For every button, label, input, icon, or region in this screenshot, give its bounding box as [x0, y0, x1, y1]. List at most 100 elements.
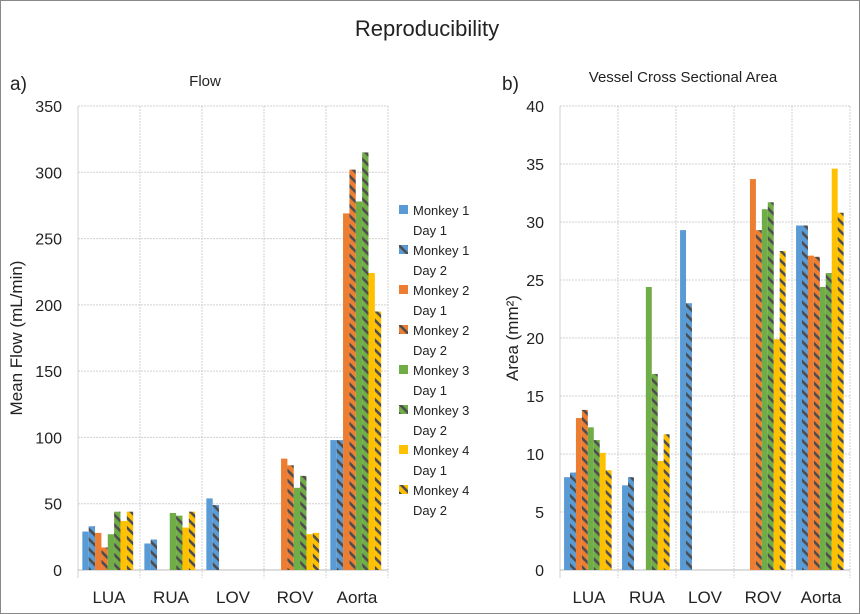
chart-title: Vessel Cross Sectional Area [589, 69, 778, 86]
legend-label-line2: Day 1 [413, 303, 447, 318]
y-tick-label: 350 [35, 99, 62, 116]
figure-title: Reproducibility [355, 16, 499, 41]
bar-monkey-3-day-1-aorta [355, 201, 363, 571]
x-tick-label: LUA [572, 588, 606, 607]
bar-monkey-4-day-2-rua [188, 511, 196, 570]
bar-monkey-2-day-1-rov [749, 179, 756, 570]
legend-label-line2: Day 2 [413, 503, 447, 518]
bar-monkey-4-day-1-aorta [831, 168, 838, 570]
legend-swatch [399, 205, 408, 214]
legend-label-line2: Day 2 [413, 343, 447, 358]
bar-monkey-4-day-2-rov [779, 251, 786, 570]
legend-label-line1: Monkey 3 [413, 363, 469, 378]
legend-label-line2: Day 1 [413, 463, 447, 478]
y-tick-label: 50 [44, 497, 62, 514]
y-tick-label: 30 [526, 215, 544, 232]
x-tick-label: ROV [277, 588, 315, 607]
bar-monkey-1-day-2-lua [88, 526, 96, 570]
y-tick-label: 250 [35, 232, 62, 249]
bar-monkey-1-day-2-aorta [336, 440, 344, 570]
x-tick-label: Aorta [801, 588, 842, 607]
legend-swatch [399, 245, 408, 254]
bar-monkey-4-day-2-rua [663, 434, 670, 570]
bar-monkey-1-day-2-rua [150, 539, 158, 570]
legend-label-line1: Monkey 2 [413, 283, 469, 298]
y-tick-label: 0 [53, 563, 62, 580]
legend-label-line2: Day 1 [413, 223, 447, 238]
bar-monkey-1-day-1-rua [622, 485, 629, 570]
bar-monkey-4-day-1-aorta [368, 273, 375, 570]
legend-label-line1: Monkey 4 [413, 483, 469, 498]
bar-monkey-1-day-1-lua [564, 477, 571, 570]
bar-monkey-3-day-2-rov [300, 475, 307, 570]
legend-label-line1: Monkey 1 [413, 203, 469, 218]
bar-monkey-4-day-2-lua [605, 470, 612, 570]
bar-monkey-2-day-2-aorta [349, 169, 356, 571]
bar-monkey-1-day-2-lua [570, 472, 576, 570]
x-tick-label: LUA [92, 588, 126, 607]
x-tick-label: LOV [688, 588, 723, 607]
y-tick-label: 10 [526, 447, 544, 464]
y-tick-label: 40 [526, 99, 544, 116]
y-tick-label: 5 [535, 505, 544, 522]
legend-label-line2: Day 1 [413, 383, 447, 398]
bar-monkey-4-day-1-rua [657, 460, 664, 570]
bar-monkey-1-day-1-aorta [330, 440, 337, 570]
legend-item: Monkey 4 Day 2 [399, 483, 469, 518]
legend-label-line2: Day 2 [413, 423, 447, 438]
bar-monkey-2-day-2-aorta [813, 256, 820, 570]
bar-monkey-3-day-2-rov [767, 202, 774, 570]
bar-monkey-2-day-2-rov [755, 230, 762, 570]
legend-label-line1: Monkey 1 [413, 243, 469, 258]
bar-monkey-1-day-2-aorta [802, 225, 808, 571]
bar-monkey-2-day-1-rov [281, 458, 288, 570]
bar-monkey-2-day-1-lua [95, 532, 102, 570]
bar-monkey-2-day-2-lua [581, 409, 588, 570]
legend-item: Monkey 4 Day 1 [399, 443, 469, 478]
bar-monkey-2-day-1-aorta [807, 255, 814, 570]
y-tick-label: 150 [35, 364, 62, 381]
bar-monkey-1-day-1-lov [206, 498, 213, 570]
bar-monkey-4-day-1-rov [306, 534, 313, 570]
bar-monkey-2-day-2-lua [101, 547, 108, 570]
bar-monkey-4-day-1-lua [599, 452, 606, 570]
bar-monkey-4-day-2-rov [312, 532, 320, 570]
bar-monkey-3-day-1-lua [587, 427, 594, 570]
bar-monkey-4-day-1-rua [182, 527, 189, 570]
bar-monkey-3-day-1-rov [293, 487, 301, 570]
legend-swatch [399, 325, 408, 334]
panel-label: b) [502, 74, 519, 95]
bar-monkey-1-day-1-aorta [796, 225, 803, 571]
legend-swatch [399, 445, 408, 454]
y-tick-label: 35 [526, 157, 544, 174]
bar-monkey-3-day-1-rov [761, 209, 768, 571]
legend-label-line2: Day 2 [413, 263, 447, 278]
y-tick-label: 300 [35, 165, 62, 182]
y-axis-label: Area (mm²) [503, 295, 522, 381]
legend-swatch [399, 285, 408, 294]
y-tick-label: 200 [35, 298, 62, 315]
bar-monkey-4-day-1-rov [773, 339, 780, 570]
y-tick-label: 100 [35, 430, 62, 447]
x-tick-label: LOV [216, 588, 251, 607]
legend-swatch [399, 405, 408, 414]
bar-monkey-4-day-2-aorta [837, 212, 844, 570]
y-tick-label: 20 [526, 331, 544, 348]
bar-monkey-3-day-2-rua [176, 515, 183, 570]
bar-monkey-3-day-1-rua [645, 286, 652, 570]
y-tick-label: 25 [526, 273, 544, 290]
chart-flow: a) Flow Mean Flow (mL/min) 0 50 100 150 200 250 3… [7, 73, 389, 607]
legend-label-line1: Monkey 4 [413, 443, 469, 458]
legend-swatch [399, 485, 408, 494]
chart-title: Flow [189, 73, 221, 90]
x-tick-label: Aorta [337, 588, 378, 607]
legend-label-line1: Monkey 3 [413, 403, 469, 418]
bar-monkey-1-day-1-lov [680, 230, 687, 570]
bar-monkey-1-day-1-rua [144, 543, 151, 570]
bar-monkey-2-day-1-aorta [343, 213, 350, 570]
x-tick-label: ROV [745, 588, 783, 607]
bar-monkey-3-day-1-lua [107, 534, 115, 570]
bar-monkey-4-day-1-lua [120, 520, 127, 570]
